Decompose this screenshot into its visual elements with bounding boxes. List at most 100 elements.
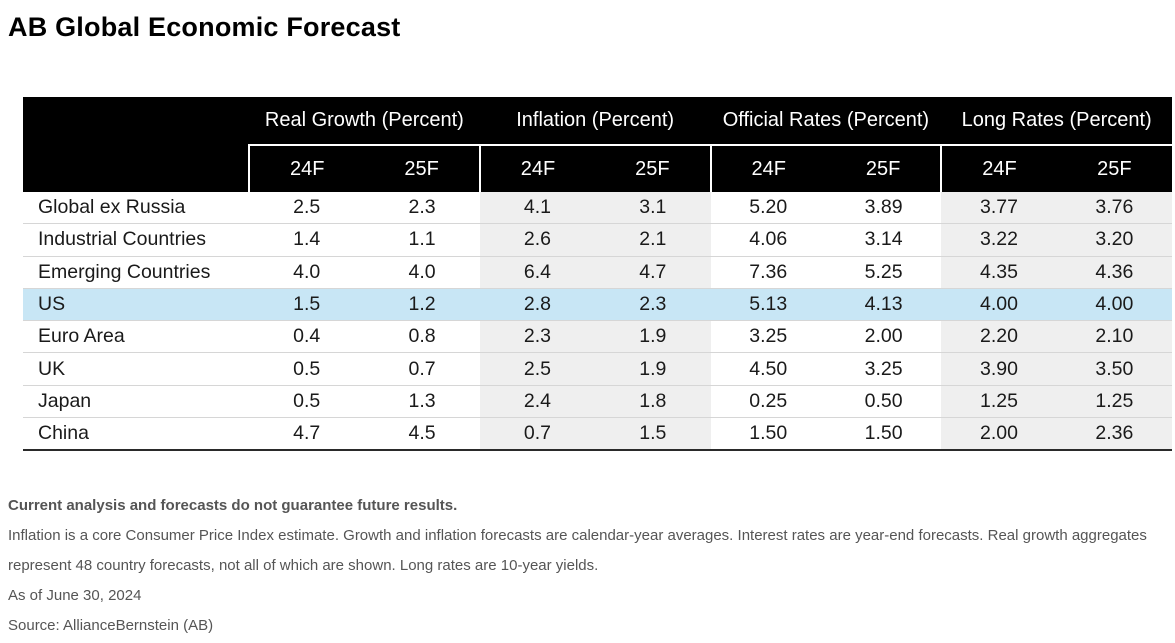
value-cell: 3.25 bbox=[825, 352, 942, 386]
value-cell: 2.00 bbox=[941, 417, 1057, 452]
methodology-note: Inflation is a core Consumer Price Index… bbox=[8, 527, 1147, 574]
row-label: US bbox=[23, 288, 249, 322]
value-cell: 4.1 bbox=[479, 192, 596, 225]
value-cell: 0.25 bbox=[710, 385, 826, 419]
column-group-header: Inflation (Percent) bbox=[479, 97, 711, 145]
value-cell: 0.8 bbox=[364, 320, 480, 354]
value-cell: 3.90 bbox=[941, 352, 1057, 386]
forecast-table: Real Growth (Percent) Inflation (Percent)… bbox=[23, 97, 1173, 452]
value-cell: 0.4 bbox=[249, 320, 365, 354]
page-title: AB Global Economic Forecast bbox=[8, 12, 401, 42]
value-cell: 0.7 bbox=[364, 352, 480, 386]
footnotes: Current analysis and forecasts do not gu… bbox=[8, 491, 1168, 641]
value-cell: 1.5 bbox=[595, 417, 711, 452]
value-cell: 2.3 bbox=[595, 288, 711, 322]
value-cell: 2.1 bbox=[595, 223, 711, 257]
value-cell: 1.9 bbox=[595, 352, 711, 386]
value-cell: 4.35 bbox=[941, 256, 1057, 289]
forecast-table-container: Real Growth (Percent) Inflation (Percent)… bbox=[23, 97, 1173, 452]
year-header-cell: 25F bbox=[825, 144, 942, 192]
value-cell: 5.13 bbox=[710, 288, 826, 322]
year-header-cell: 25F bbox=[364, 144, 480, 192]
column-group-header: Real Growth (Percent) bbox=[249, 97, 480, 145]
row-label: UK bbox=[23, 352, 249, 386]
value-cell: 3.50 bbox=[1056, 352, 1173, 386]
group-header-row: Real Growth (Percent) Inflation (Percent)… bbox=[23, 97, 1173, 145]
value-cell: 2.8 bbox=[479, 288, 596, 322]
source-note: Source: AllianceBernstein (AB) bbox=[8, 617, 214, 634]
value-cell: 2.5 bbox=[249, 192, 365, 225]
year-header-row: 24F 25F 24F 25F 24F 25F 24F 25F bbox=[23, 144, 1173, 192]
row-label: Japan bbox=[23, 385, 249, 419]
value-cell: 4.7 bbox=[249, 417, 365, 452]
table-body: Global ex Russia 2.5 2.3 4.1 3.1 5.20 3.89 3.77… bbox=[23, 192, 1173, 452]
value-cell: 1.5 bbox=[249, 288, 365, 322]
value-cell: 4.36 bbox=[1056, 256, 1173, 289]
value-cell: 4.00 bbox=[941, 288, 1057, 322]
value-cell: 4.0 bbox=[364, 256, 480, 289]
value-cell: 1.9 bbox=[595, 320, 711, 354]
value-cell: 2.10 bbox=[1056, 320, 1173, 354]
value-cell: 1.1 bbox=[364, 223, 480, 257]
value-cell: 4.06 bbox=[710, 223, 826, 257]
table-row: UK 0.5 0.7 2.5 1.9 4.50 3.25 3.90 3.50 bbox=[23, 352, 1173, 386]
value-cell: 0.5 bbox=[249, 385, 365, 419]
year-header-cell: 25F bbox=[1056, 144, 1173, 192]
table-row: US 1.5 1.2 2.8 2.3 5.13 4.13 4.00 4.00 bbox=[23, 288, 1173, 322]
value-cell: 6.4 bbox=[479, 256, 596, 289]
value-cell: 2.36 bbox=[1056, 417, 1173, 452]
value-cell: 4.13 bbox=[825, 288, 942, 322]
row-label: Emerging Countries bbox=[23, 256, 249, 289]
value-cell: 2.6 bbox=[479, 223, 596, 257]
value-cell: 1.50 bbox=[825, 417, 942, 452]
value-cell: 3.77 bbox=[941, 192, 1057, 225]
value-cell: 3.89 bbox=[825, 192, 942, 225]
value-cell: 4.0 bbox=[249, 256, 365, 289]
table-header: Real Growth (Percent) Inflation (Percent)… bbox=[23, 97, 1173, 192]
value-cell: 2.20 bbox=[941, 320, 1057, 354]
value-cell: 1.50 bbox=[710, 417, 826, 452]
value-cell: 5.25 bbox=[825, 256, 942, 289]
value-cell: 1.4 bbox=[249, 223, 365, 257]
value-cell: 3.20 bbox=[1056, 223, 1173, 257]
row-label: Industrial Countries bbox=[23, 223, 249, 257]
value-cell: 4.50 bbox=[710, 352, 826, 386]
value-cell: 2.3 bbox=[479, 320, 596, 354]
value-cell: 4.5 bbox=[364, 417, 480, 452]
value-cell: 2.00 bbox=[825, 320, 942, 354]
table-row: Global ex Russia 2.5 2.3 4.1 3.1 5.20 3.89 3.77… bbox=[23, 192, 1173, 225]
value-cell: 4.00 bbox=[1056, 288, 1173, 322]
value-cell: 3.14 bbox=[825, 223, 942, 257]
disclaimer-text: Current analysis and forecasts do not gu… bbox=[8, 497, 458, 514]
column-group-header: Long Rates (Percent) bbox=[941, 97, 1173, 145]
value-cell: 2.3 bbox=[364, 192, 480, 225]
row-label: Global ex Russia bbox=[23, 192, 249, 225]
table-row: Japan 0.5 1.3 2.4 1.8 0.25 0.50 1.25 1.25 bbox=[23, 385, 1173, 419]
value-cell: 3.22 bbox=[941, 223, 1057, 257]
as-of-date: As of June 30, 2024 bbox=[8, 587, 142, 604]
value-cell: 2.5 bbox=[479, 352, 596, 386]
column-group-header: Official Rates (Percent) bbox=[710, 97, 942, 145]
row-label: China bbox=[23, 417, 249, 452]
value-cell: 2.4 bbox=[479, 385, 596, 419]
value-cell: 3.25 bbox=[710, 320, 826, 354]
header-blank-cell bbox=[23, 97, 249, 145]
value-cell: 1.2 bbox=[364, 288, 480, 322]
value-cell: 1.3 bbox=[364, 385, 480, 419]
year-header-cell: 24F bbox=[247, 144, 365, 192]
value-cell: 3.76 bbox=[1056, 192, 1173, 225]
table-row: Euro Area 0.4 0.8 2.3 1.9 3.25 2.00 2.20 2.10 bbox=[23, 320, 1173, 354]
value-cell: 3.1 bbox=[595, 192, 711, 225]
value-cell: 5.20 bbox=[710, 192, 826, 225]
table-row: China 4.7 4.5 0.7 1.5 1.50 1.50 2.00 2.36 bbox=[23, 417, 1173, 452]
value-cell: 0.7 bbox=[479, 417, 596, 452]
value-cell: 4.7 bbox=[595, 256, 711, 289]
value-cell: 0.50 bbox=[825, 385, 942, 419]
row-label: Euro Area bbox=[23, 320, 249, 354]
table-row: Industrial Countries 1.4 1.1 2.6 2.1 4.06 3.14… bbox=[23, 223, 1173, 257]
year-header-cell: 25F bbox=[595, 144, 711, 192]
value-cell: 0.5 bbox=[249, 352, 365, 386]
value-cell: 1.8 bbox=[595, 385, 711, 419]
year-header-cell: 24F bbox=[478, 144, 596, 192]
value-cell: 7.36 bbox=[710, 256, 826, 289]
